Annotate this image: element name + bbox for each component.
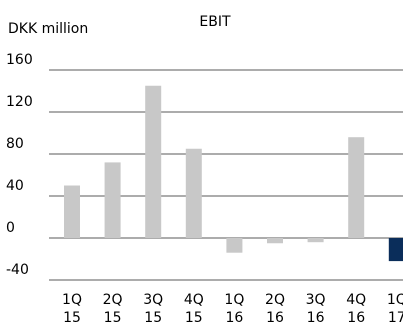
x-tick-label: 15	[144, 310, 162, 326]
x-tick-label: 17	[388, 310, 403, 326]
x-tick-label: 16	[347, 310, 365, 326]
x-tick-label: 1Q	[62, 292, 82, 308]
x-tick-label: 3Q	[143, 292, 163, 308]
x-tick-label: 15	[104, 310, 122, 326]
x-tick-label: 1Q	[224, 292, 244, 308]
bar	[104, 162, 121, 238]
y-tick-label: -40	[6, 262, 29, 278]
x-tick-label: 15	[63, 310, 81, 326]
y-axis-unit-label: DKK million	[8, 21, 88, 37]
bar	[226, 238, 243, 253]
x-tick-label: 4Q	[184, 292, 204, 308]
bars	[64, 85, 403, 262]
bar	[348, 137, 365, 238]
y-tick-label: 160	[6, 52, 33, 68]
x-tick-label: 2Q	[265, 292, 285, 308]
y-tick-labels: 160 120 80 40 0 -40	[6, 52, 33, 278]
x-tick-label: 16	[266, 310, 284, 326]
y-tick-label: 0	[6, 220, 15, 236]
x-tick-label: 16	[307, 310, 325, 326]
bar	[307, 238, 324, 243]
bar	[64, 185, 80, 238]
bar	[388, 238, 403, 262]
chart-title: EBIT	[199, 14, 231, 30]
y-tick-label: 120	[6, 94, 33, 110]
bar	[145, 85, 162, 238]
y-tick-label: 80	[6, 136, 24, 152]
y-tick-label: 40	[6, 178, 24, 194]
x-tick-label: 4Q	[346, 292, 366, 308]
x-tick-label: 15	[185, 310, 203, 326]
x-tick-label: 2Q	[103, 292, 123, 308]
bar	[267, 238, 283, 244]
x-tick-label: 1Q	[387, 292, 403, 308]
x-tick-labels: 1Q 15 2Q 15 3Q 15 4Q 15 1Q 16 2Q 16 3Q 16 4Q 16 1Q 17	[62, 292, 403, 326]
bar	[185, 148, 202, 238]
x-tick-label: 3Q	[306, 292, 326, 308]
x-tick-label: 16	[225, 310, 243, 326]
